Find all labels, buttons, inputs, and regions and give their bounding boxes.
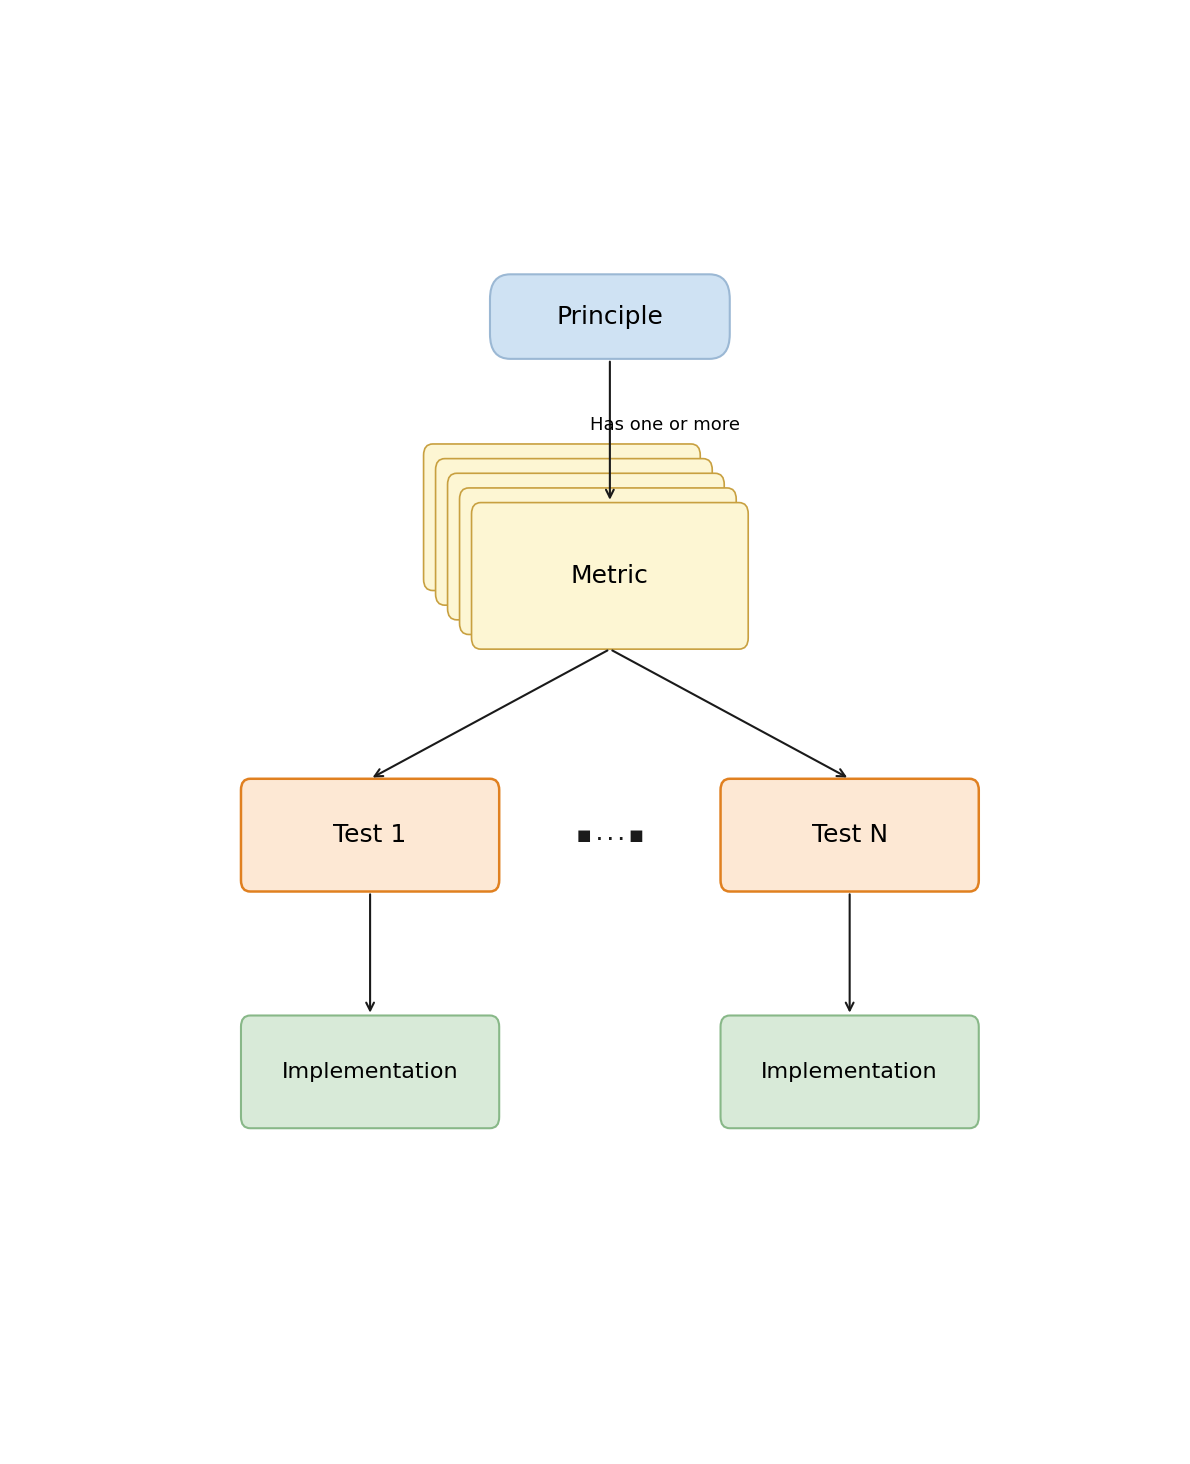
Text: Has one or more: Has one or more xyxy=(590,416,740,435)
Text: ■ . . . ■: ■ . . . ■ xyxy=(577,827,643,843)
FancyBboxPatch shape xyxy=(490,274,729,359)
FancyBboxPatch shape xyxy=(459,488,737,634)
Text: Implementation: Implementation xyxy=(282,1061,458,1082)
FancyBboxPatch shape xyxy=(240,779,500,892)
Text: Metric: Metric xyxy=(571,564,649,589)
FancyBboxPatch shape xyxy=(240,1016,500,1129)
Text: Test 1: Test 1 xyxy=(333,823,407,848)
Text: Implementation: Implementation xyxy=(762,1061,938,1082)
FancyBboxPatch shape xyxy=(447,473,725,619)
Text: Principle: Principle xyxy=(557,305,663,328)
FancyBboxPatch shape xyxy=(721,1016,978,1129)
FancyBboxPatch shape xyxy=(424,444,700,590)
FancyBboxPatch shape xyxy=(721,779,978,892)
FancyBboxPatch shape xyxy=(436,458,713,605)
FancyBboxPatch shape xyxy=(471,502,749,649)
Text: Test N: Test N xyxy=(812,823,888,848)
